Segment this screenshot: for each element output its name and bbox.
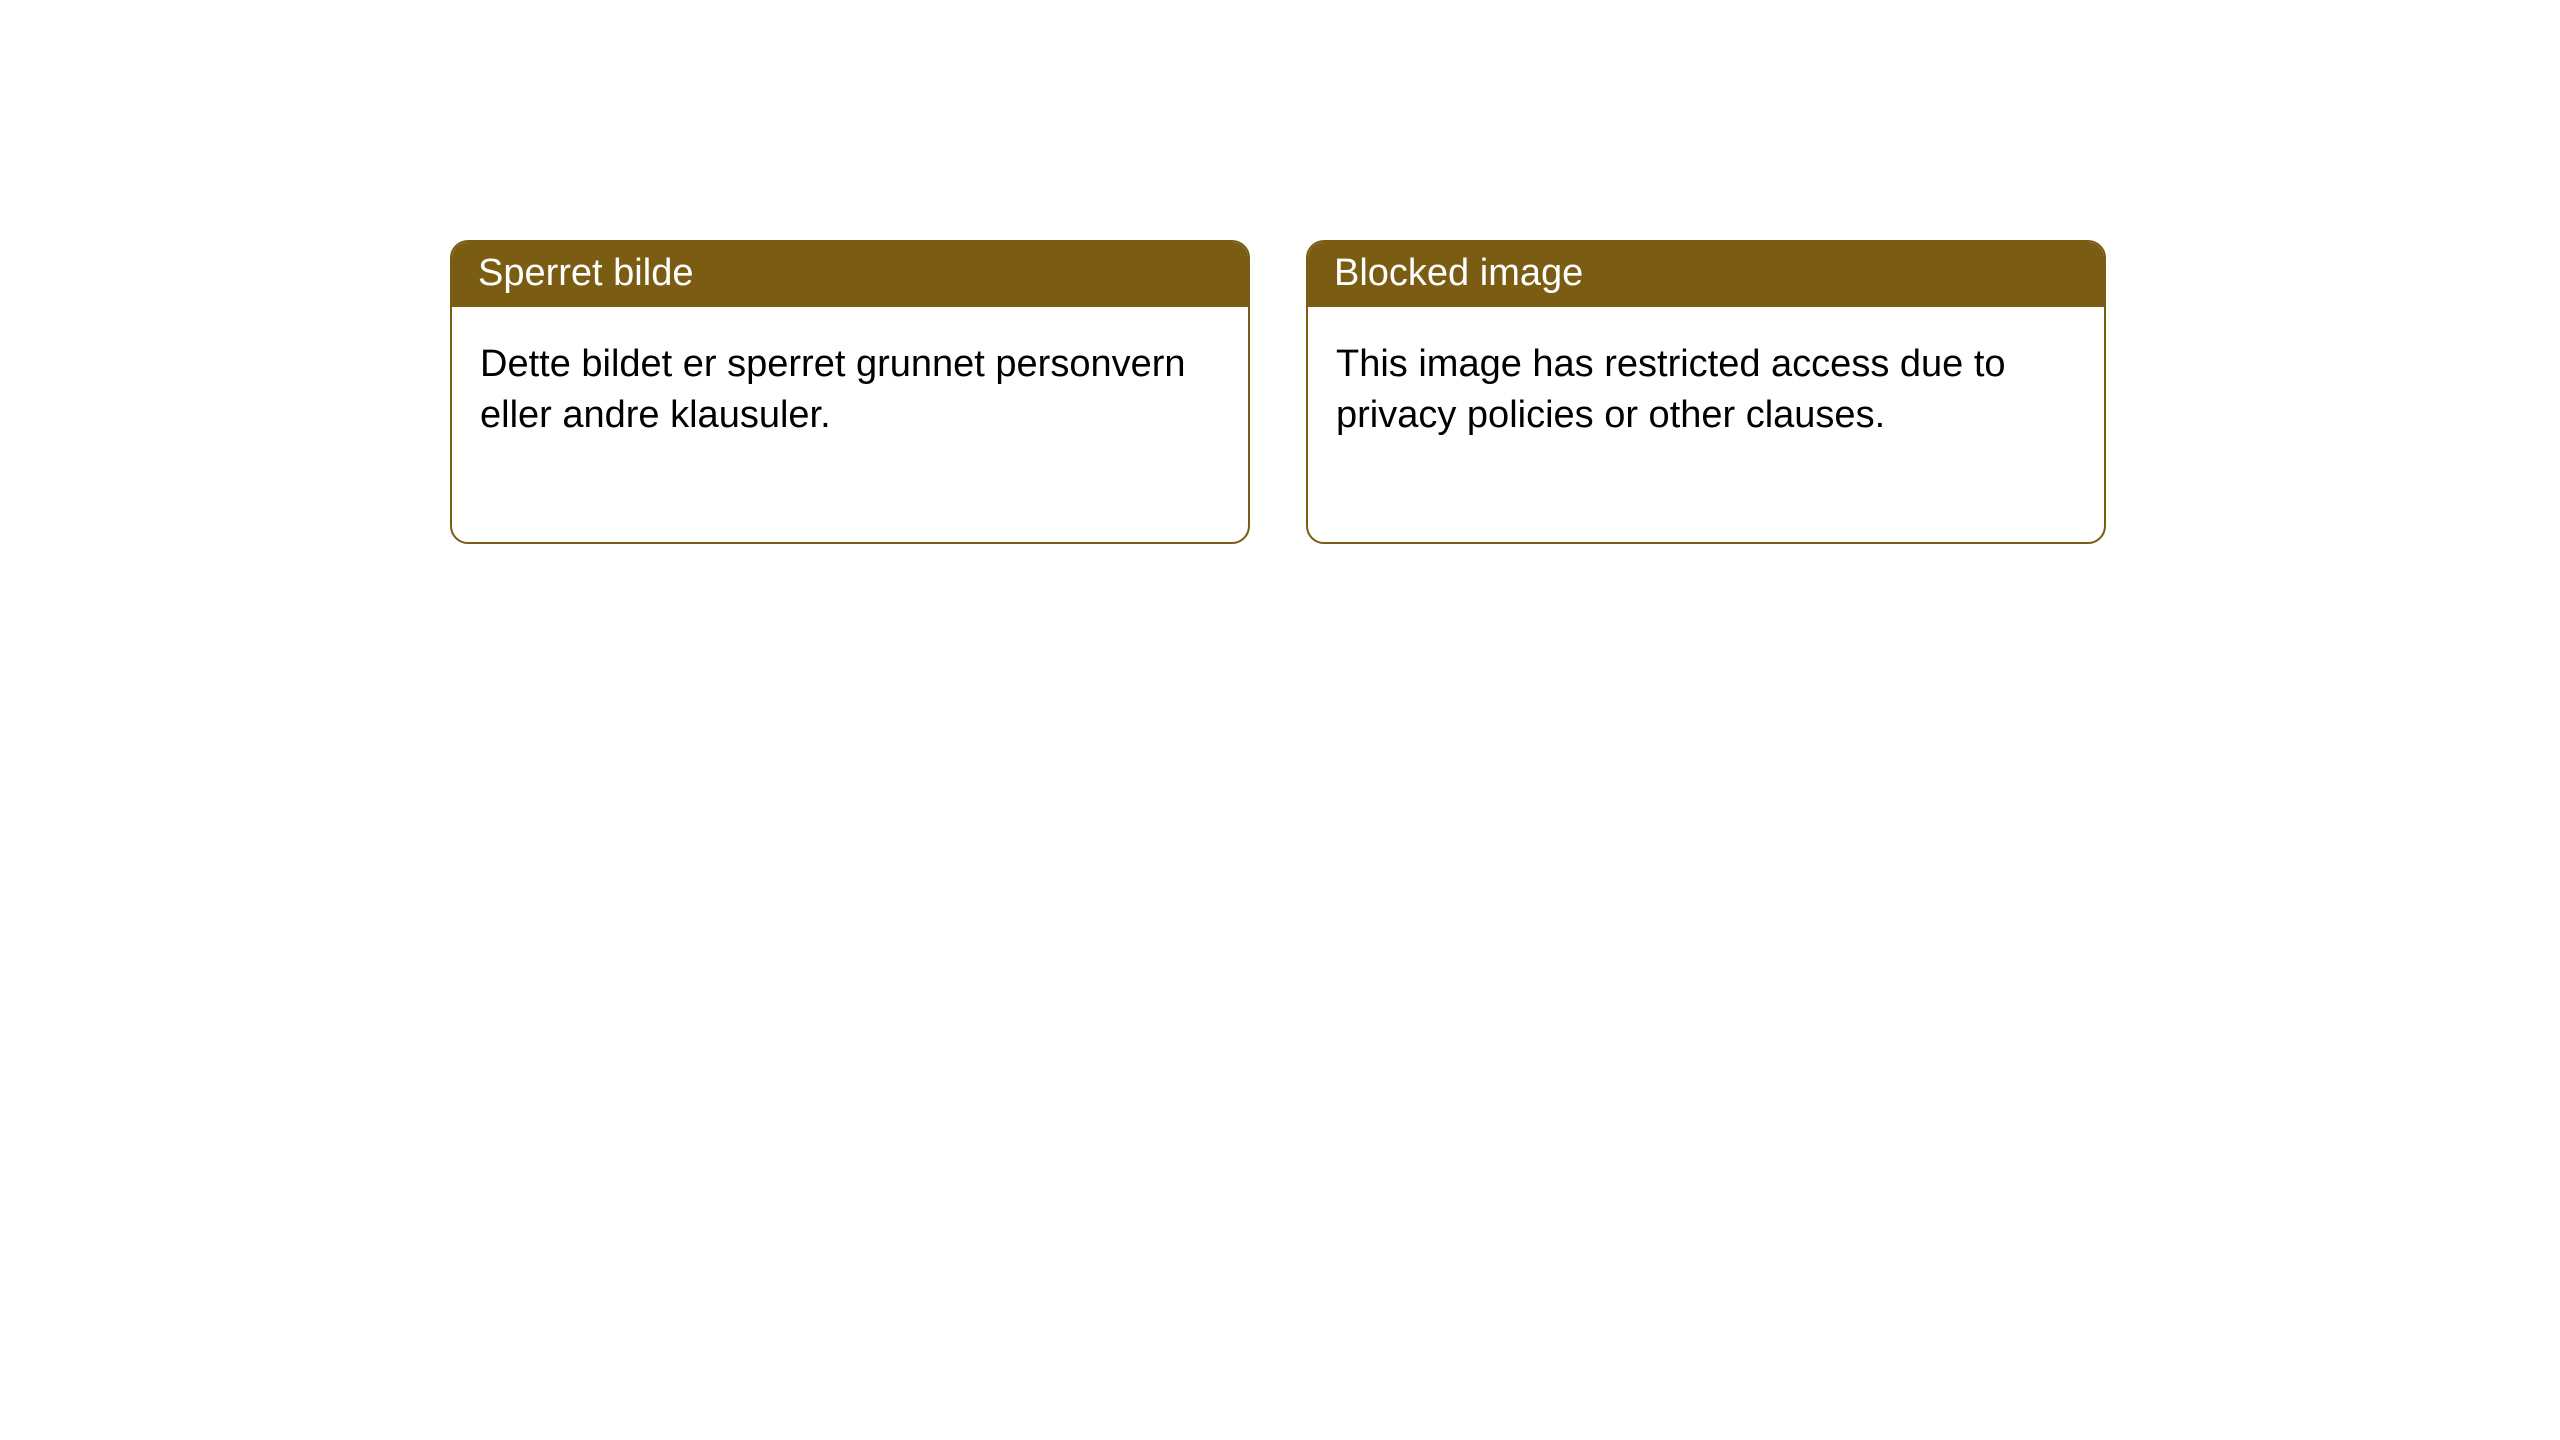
notice-header: Blocked image [1308,242,2104,307]
notice-card-english: Blocked image This image has restricted … [1306,240,2106,544]
notice-container: Sperret bilde Dette bildet er sperret gr… [0,0,2560,544]
notice-body: This image has restricted access due to … [1308,307,2104,542]
notice-header: Sperret bilde [452,242,1248,307]
notice-body: Dette bildet er sperret grunnet personve… [452,307,1248,542]
notice-card-norwegian: Sperret bilde Dette bildet er sperret gr… [450,240,1250,544]
